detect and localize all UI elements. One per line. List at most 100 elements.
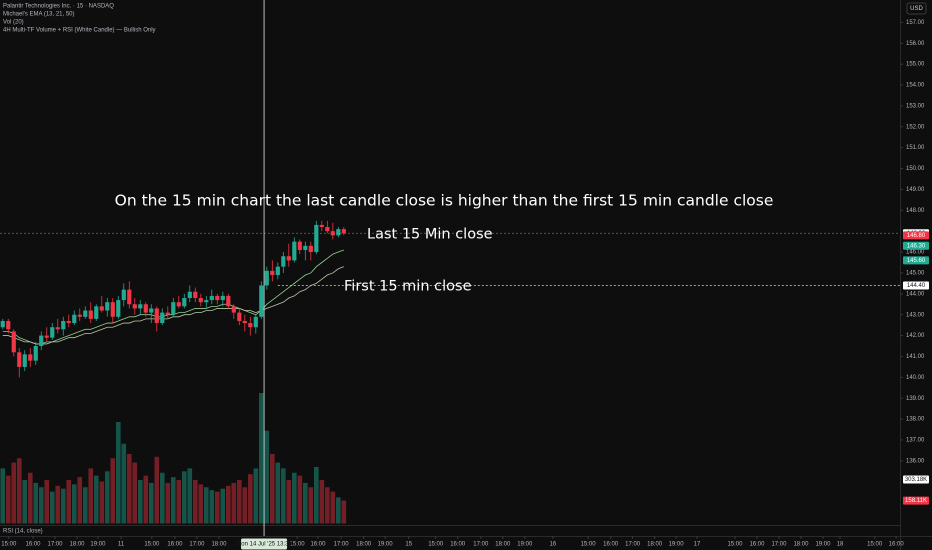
y-tick-label: 146.00 xyxy=(906,250,925,256)
candle-body xyxy=(0,320,5,328)
y-tick-label: 148.00 xyxy=(906,208,925,214)
x-tick-label: 15:00 xyxy=(144,542,160,548)
volume-bar xyxy=(231,482,237,524)
volume-bar xyxy=(258,393,264,524)
candle-body xyxy=(11,331,16,353)
price-line-note: First 15 min close xyxy=(344,278,472,294)
candle-body xyxy=(215,295,220,301)
x-tick-label: 18:00 xyxy=(70,542,86,548)
price-label: 145.60 xyxy=(907,258,926,264)
volume-bar xyxy=(308,487,314,524)
candle-body xyxy=(193,291,198,298)
volume-bar xyxy=(5,475,11,524)
volume-last-label: 158.11K xyxy=(905,498,927,504)
legend-line: Michael's EMA (13, 21, 50) xyxy=(3,12,75,18)
x-tick-label: 19:00 xyxy=(669,542,685,548)
x-tick-label: 15 xyxy=(405,542,412,548)
y-tick-label: 145.00 xyxy=(906,271,925,277)
candle-body xyxy=(160,312,165,324)
x-tick-label: 16:00 xyxy=(889,542,905,548)
candle-body xyxy=(270,270,275,276)
candle-body xyxy=(297,241,302,250)
candle-body xyxy=(17,352,22,367)
y-tick-label: 149.00 xyxy=(906,187,925,193)
chart-title: Palantir Technologies Inc. · 15 · NASDAQ xyxy=(3,4,114,10)
x-tick-label: 18:00 xyxy=(356,542,372,548)
volume-bar xyxy=(209,490,215,524)
x-tick-label: 17:00 xyxy=(771,542,787,548)
volume-bar xyxy=(225,485,231,524)
candle-body xyxy=(187,291,192,298)
y-tick-label: 157.00 xyxy=(906,20,925,26)
candle-body xyxy=(319,224,324,228)
volume-bar xyxy=(286,480,292,524)
volume-bar xyxy=(192,480,198,524)
candle-body xyxy=(204,300,209,303)
candle-body xyxy=(308,245,313,253)
x-tick-label: 17:00 xyxy=(189,542,205,548)
currency-button[interactable] xyxy=(906,2,927,15)
volume-bar xyxy=(71,484,77,524)
y-tick-label: 140.00 xyxy=(906,375,925,381)
x-tick-label: 17 xyxy=(694,542,701,548)
candle-body xyxy=(336,229,341,236)
candle-body xyxy=(44,335,49,338)
volume-bar xyxy=(270,453,275,524)
candle-body xyxy=(259,285,264,317)
price-label-bg xyxy=(903,281,929,290)
volume-ma-label-bg xyxy=(903,475,929,484)
x-tick-label: 18:00 xyxy=(647,542,663,548)
x-tick-label: 18:00 xyxy=(495,542,511,548)
volume-bar xyxy=(27,472,33,524)
x-tick-label: 15:00 xyxy=(581,542,597,548)
price-label-bg xyxy=(903,241,929,250)
crosshair-label-bg xyxy=(241,538,288,550)
volume-bar xyxy=(341,500,347,524)
candle-body xyxy=(154,308,159,324)
volume-bar xyxy=(319,480,325,524)
volume-bar xyxy=(115,422,121,524)
volume-bar xyxy=(44,480,50,524)
currency[interactable]: USD xyxy=(910,6,923,12)
candle-body xyxy=(61,320,66,330)
candle-body xyxy=(83,310,88,317)
x-tick-label: 19:00 xyxy=(90,542,106,548)
volume-bar xyxy=(154,456,160,524)
volume-bar xyxy=(99,481,105,524)
y-tick-label: 150.00 xyxy=(906,166,925,172)
x-tick-label: 18:00 xyxy=(793,542,809,548)
volume-last-label-bg xyxy=(903,496,929,505)
candle-body xyxy=(55,327,60,330)
candle-body xyxy=(121,289,126,301)
price-label: 144.40 xyxy=(907,283,926,289)
legend-line: 4H Multi-TF Volume + RSI (White Candle) … xyxy=(3,28,156,34)
candle-body xyxy=(303,245,308,250)
x-tick-label: 16:00 xyxy=(310,542,326,548)
candle-body xyxy=(231,306,236,313)
volume-bar xyxy=(214,491,220,524)
volume-bar xyxy=(187,468,193,524)
y-tick-label: 156.00 xyxy=(906,41,925,47)
price-label-bg xyxy=(903,231,929,240)
volume-bar xyxy=(170,477,176,524)
y-tick-label: 137.00 xyxy=(906,438,925,444)
candle-body xyxy=(248,323,253,328)
x-tick-label: 15:00 xyxy=(867,542,883,548)
x-tick-label: 16:00 xyxy=(450,542,466,548)
candle-body xyxy=(28,354,33,361)
x-tick-label: 17:00 xyxy=(625,542,641,548)
candle-body xyxy=(165,312,170,315)
volume-bar xyxy=(236,480,242,524)
volume-bar xyxy=(82,487,88,524)
candle-body xyxy=(105,302,110,311)
volume-bar xyxy=(176,480,182,524)
volume-bar xyxy=(292,472,297,524)
annotation: On the 15 min chart the last candle clos… xyxy=(115,192,774,210)
candle-body xyxy=(286,256,291,261)
y-tick-label: 152.00 xyxy=(906,124,925,130)
y-tick-label: 138.00 xyxy=(906,417,925,423)
volume-bar xyxy=(110,458,116,524)
candle-body xyxy=(72,314,77,324)
candle-body xyxy=(6,320,11,330)
